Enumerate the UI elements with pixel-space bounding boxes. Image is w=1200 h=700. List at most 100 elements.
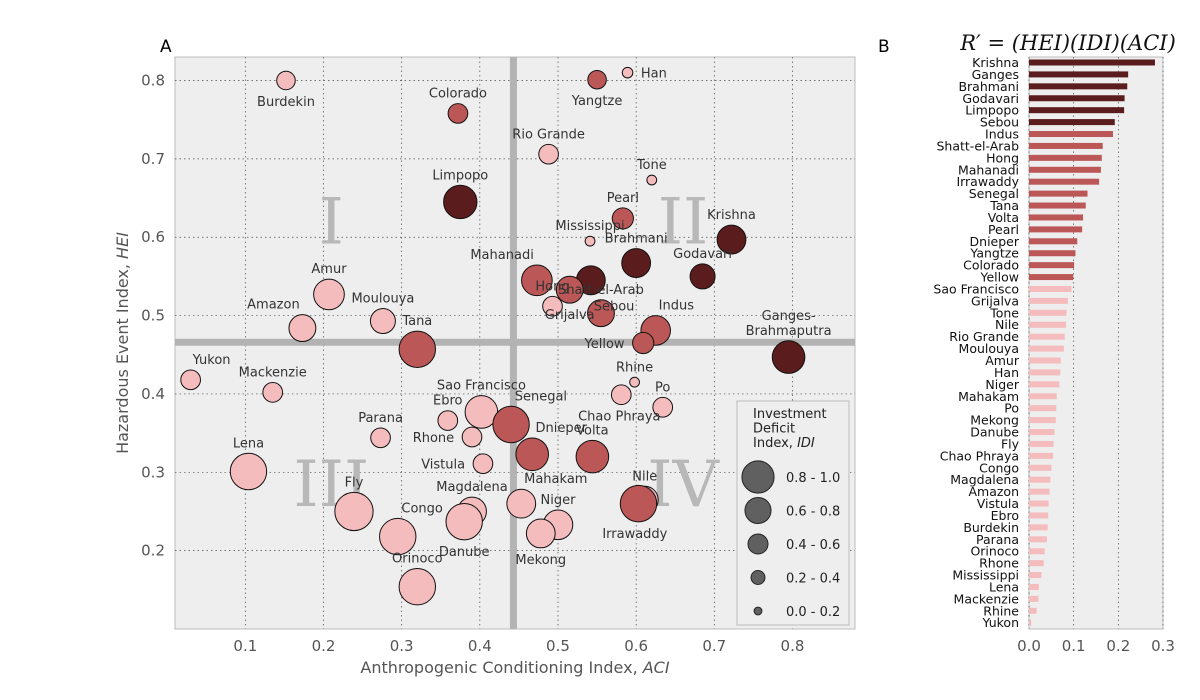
bar-x-tick-label: 0.3 bbox=[1151, 637, 1175, 655]
bar-label-indus: Indus bbox=[985, 127, 1019, 142]
point-label-magdalena: Magdalena bbox=[436, 480, 507, 495]
point-krishna bbox=[716, 224, 747, 255]
point-label-tone: Tone bbox=[636, 158, 667, 173]
bar-chart-title: R′ = (HEI)(IDI)(ACI) bbox=[959, 31, 1176, 55]
bar-pearl bbox=[1029, 226, 1083, 233]
bar-label-yellow: Yellow bbox=[980, 270, 1019, 285]
point-label-pearl: Pearl bbox=[607, 191, 639, 206]
bar-irrawaddy bbox=[1029, 178, 1100, 185]
bar-dnieper bbox=[1029, 238, 1078, 245]
point-shatt-el-arab bbox=[587, 299, 615, 328]
point-label-parana: Parana bbox=[358, 411, 403, 426]
panel-b-label: B bbox=[878, 37, 890, 57]
bar-mahakam bbox=[1029, 393, 1057, 400]
bar-mississippi bbox=[1029, 572, 1042, 579]
bar-label-fly: Fly bbox=[1001, 436, 1020, 451]
point-amazon bbox=[288, 314, 317, 343]
legend-entry-label: 0.2 - 0.4 bbox=[786, 572, 840, 587]
bar-label-sebou: Sebou bbox=[980, 115, 1019, 130]
bar-mekong bbox=[1029, 417, 1056, 424]
point-grijalva bbox=[555, 275, 584, 304]
point-label-orinoco: Orinoco bbox=[392, 551, 443, 566]
point-dnieper bbox=[515, 437, 549, 472]
bar-danube bbox=[1029, 429, 1055, 436]
point-label-sao-francisco: Sao Francisco bbox=[437, 379, 526, 394]
point-label-mississippi: Mississippi bbox=[555, 219, 624, 234]
bar-label-vistula: Vistula bbox=[977, 496, 1019, 511]
legend-title-line: Deficit bbox=[753, 422, 795, 437]
point-label-yellow: Yellow bbox=[584, 337, 625, 352]
bar-label-congo: Congo bbox=[979, 460, 1019, 475]
point-rhine bbox=[629, 376, 640, 388]
point-vistula bbox=[472, 453, 494, 475]
bar-label-mackenzie: Mackenzie bbox=[954, 591, 1020, 606]
point-label-yukon: Yukon bbox=[192, 353, 231, 368]
bar-shatt-el-arab bbox=[1029, 142, 1103, 149]
point-limpopo bbox=[443, 184, 478, 220]
panel-a-label: A bbox=[160, 37, 172, 57]
x-tick-label: 0.6 bbox=[624, 637, 648, 655]
bar-label-ebro: Ebro bbox=[991, 508, 1019, 523]
bar-han bbox=[1029, 369, 1061, 376]
bar-po bbox=[1029, 405, 1057, 412]
point-label-sebou: Sebou bbox=[594, 300, 635, 315]
y-tick-label: 0.6 bbox=[141, 228, 165, 246]
point-label-mackenzie: Mackenzie bbox=[239, 366, 307, 381]
legend-marker bbox=[753, 606, 763, 616]
point-yukon bbox=[180, 369, 201, 391]
bar-label-ganges: Ganges bbox=[972, 67, 1019, 82]
bar-krishna bbox=[1029, 59, 1155, 66]
bar-ganges bbox=[1029, 71, 1129, 78]
bar-label-yangtze: Yangtze bbox=[969, 246, 1019, 261]
bar-chao-phraya bbox=[1029, 452, 1054, 459]
bar-label-krishna: Krishna bbox=[972, 55, 1019, 70]
bar-label-pearl: Pearl bbox=[988, 222, 1019, 237]
bar-lena bbox=[1029, 583, 1039, 590]
bar-label-niger: Niger bbox=[985, 377, 1019, 392]
point-ebro bbox=[437, 410, 459, 431]
point-godavari bbox=[689, 263, 716, 290]
point-label-shatt-el-arab: Shatt-el-Arab bbox=[558, 283, 644, 298]
y-tick-label: 0.8 bbox=[141, 72, 165, 90]
legend-entry-label: 0.0 - 0.2 bbox=[786, 605, 840, 620]
bar-tone bbox=[1029, 309, 1067, 316]
point-brahmani bbox=[621, 248, 652, 278]
bar-moulouya bbox=[1029, 345, 1064, 352]
bar-magdalena bbox=[1029, 476, 1051, 483]
bar-label-godavari: Godavari bbox=[962, 91, 1019, 106]
point-label-godavari: Godavari bbox=[673, 247, 732, 262]
legend-marker bbox=[750, 570, 766, 585]
bar-label-grijalva: Grijalva bbox=[971, 293, 1019, 308]
point-mackenzie bbox=[262, 382, 284, 403]
point-hong bbox=[542, 295, 563, 317]
point-amur bbox=[313, 278, 345, 311]
legend-entry-label: 0.4 - 0.6 bbox=[786, 538, 840, 553]
point-rio-grande bbox=[538, 143, 559, 165]
bar-label-sao-francisco: Sao Francisco bbox=[933, 281, 1019, 296]
point-fly bbox=[334, 491, 374, 532]
x-tick-label: 0.2 bbox=[312, 637, 336, 655]
point-label-niger: Niger bbox=[541, 493, 577, 508]
bar-godavari bbox=[1029, 95, 1125, 102]
legend-marker bbox=[741, 460, 775, 494]
y-tick-label: 0.3 bbox=[141, 463, 165, 481]
point-tone bbox=[646, 174, 658, 186]
point-pearl bbox=[611, 207, 634, 230]
bar-x-tick-label: 0.1 bbox=[1062, 637, 1086, 655]
scatter-points bbox=[180, 66, 806, 606]
bar-plot-area bbox=[1028, 56, 1164, 630]
bar-label-hong: Hong bbox=[986, 150, 1019, 165]
bar-grijalva bbox=[1029, 297, 1068, 304]
bar-indus bbox=[1029, 131, 1113, 138]
bar-burdekin bbox=[1029, 524, 1048, 531]
point-label-rhone: Rhone bbox=[413, 431, 454, 446]
point-label-krishna: Krishna bbox=[707, 208, 756, 223]
legend-entry-label: 0.6 - 0.8 bbox=[786, 505, 840, 520]
point-label-congo: Congo bbox=[401, 501, 443, 516]
bar-rio-grande bbox=[1029, 333, 1065, 340]
point-rhone bbox=[461, 426, 483, 448]
bar-parana bbox=[1029, 536, 1047, 543]
point-colorado bbox=[447, 103, 469, 124]
quadrant-label-iv: IV bbox=[647, 448, 720, 522]
